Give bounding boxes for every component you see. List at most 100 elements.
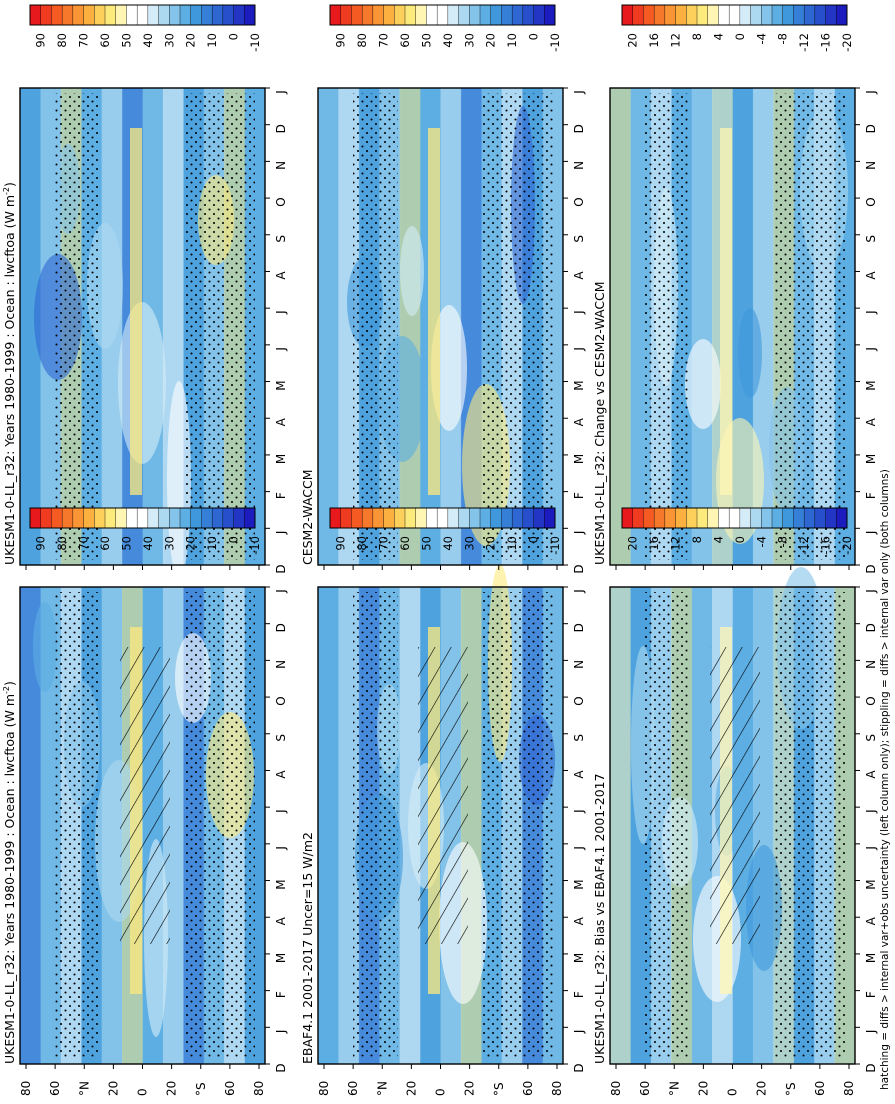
- month-tick-label: D: [864, 623, 878, 632]
- colorbar-swatch: [739, 507, 752, 529]
- colorbar-label: 16: [647, 536, 661, 551]
- colorbar-swatch: [533, 507, 545, 529]
- colorbar-label: 16: [647, 33, 661, 48]
- colorbar-label: -20: [840, 33, 854, 52]
- month-tick-label: J: [274, 1030, 288, 1035]
- colorbar-label: -16: [819, 33, 833, 52]
- contour-region: [685, 339, 721, 429]
- month-tick-label: S: [572, 235, 586, 243]
- month-tick-label: A: [572, 770, 586, 779]
- lat-tick-label: 0: [434, 1088, 448, 1096]
- month-tick-label: O: [274, 696, 288, 705]
- colorbar-swatch: [72, 4, 85, 26]
- colorbar-label: 50: [419, 33, 433, 48]
- colorbar-swatch: [501, 4, 513, 26]
- month-tick-label: F: [274, 492, 288, 499]
- colorbar-swatch: [51, 507, 63, 529]
- colorbar-main: 90 80 70 60 50 40 30 20 10 0 -10: [329, 507, 562, 555]
- lat-tick-label: 20: [696, 1081, 710, 1096]
- colorbar-label: -8: [776, 33, 790, 44]
- colorbar-frame: [29, 4, 256, 26]
- colorbar-swatch: [653, 507, 666, 529]
- colorbar-swatch: [222, 507, 235, 529]
- colorbar-label: 40: [441, 33, 455, 48]
- colorbar-label: 30: [462, 33, 476, 48]
- colorbar-swatch: [351, 507, 363, 529]
- colorbar-swatch: [728, 4, 741, 26]
- colorbar-label: -8: [776, 536, 790, 547]
- lat-tick-label: 60: [48, 1081, 62, 1096]
- colorbar-label: -20: [840, 536, 854, 555]
- lat-tick-label: 60: [346, 1081, 360, 1096]
- lat-band: [610, 587, 631, 1064]
- colorbar-swatch: [653, 4, 666, 26]
- colorbar-swatch: [201, 507, 213, 529]
- colorbar-swatch: [664, 4, 677, 26]
- colorbar-swatch: [479, 507, 492, 529]
- colorbar-label: 0: [733, 33, 747, 40]
- colorbar-label: 80: [355, 536, 369, 551]
- colorbar-swatch: [340, 4, 352, 26]
- lat-band: [610, 88, 631, 565]
- footnote: hatching = diffs > internal var+obs unce…: [879, 469, 891, 1090]
- colorbar-label: 4: [711, 33, 725, 40]
- lat-tick-label: 0: [136, 1088, 150, 1096]
- colorbar-swatch: [782, 507, 794, 529]
- colorbar-swatch: [458, 507, 470, 529]
- colorbar-swatch: [94, 507, 106, 529]
- month-tick-label: D: [864, 124, 878, 133]
- colorbar-swatch: [404, 507, 417, 529]
- colorbar-label: 0: [227, 536, 241, 543]
- lat-tick-label: 80: [19, 1081, 33, 1096]
- month-tick-label: J: [572, 310, 586, 315]
- month-tick-label: M: [572, 879, 586, 889]
- colorbar-swatch: [761, 507, 773, 529]
- colorbar-swatch: [372, 507, 385, 529]
- lat-tick-label: °N: [77, 1081, 91, 1096]
- month-tick-label: O: [274, 197, 288, 206]
- colorbar-swatch: [426, 4, 438, 26]
- month-tick-label: O: [864, 197, 878, 206]
- colorbar-swatch: [803, 507, 816, 529]
- colorbar-swatch: [544, 507, 556, 529]
- colorbar-swatch: [104, 507, 117, 529]
- colorbar-swatch: [479, 4, 492, 26]
- colorbar-swatch: [61, 4, 74, 26]
- colorbar-swatch: [664, 507, 677, 529]
- colorbar-swatch: [761, 4, 773, 26]
- colorbar-swatch: [511, 4, 524, 26]
- colorbar-swatch: [415, 507, 427, 529]
- month-tick-label: J: [572, 531, 586, 536]
- month-tick-label: S: [864, 734, 878, 742]
- hatching: [120, 647, 170, 944]
- panel-title: CESM2-WACCM: [300, 469, 315, 565]
- colorbar-label: -12: [797, 536, 811, 555]
- colorbar-frame: [621, 507, 848, 529]
- colorbar-swatch: [40, 507, 52, 529]
- month-tick-label: O: [864, 696, 878, 705]
- colorbar-swatch: [351, 4, 363, 26]
- colorbar-swatch: [201, 4, 213, 26]
- colorbar-swatch: [136, 4, 149, 26]
- colorbar-swatch: [643, 507, 655, 529]
- colorbar-swatch: [793, 507, 805, 529]
- stippling-north: [353, 93, 398, 560]
- month-tick-label: J: [572, 589, 586, 594]
- colorbar-label: 70: [77, 33, 91, 48]
- colorbar-swatch: [675, 507, 687, 529]
- colorbar-label: -4: [754, 33, 768, 44]
- colorbar-swatch: [383, 507, 395, 529]
- colorbar-swatch: [115, 4, 127, 26]
- colorbar-label: -16: [819, 536, 833, 555]
- colorbar-swatch: [501, 507, 513, 529]
- colorbar-swatch: [72, 507, 85, 529]
- colorbar-label: 10: [205, 33, 219, 48]
- stippling-south: [483, 592, 553, 1059]
- month-tick-label: F: [864, 991, 878, 998]
- colorbar-swatch: [126, 4, 138, 26]
- colorbar-swatch: [61, 507, 74, 529]
- month-tick-label: J: [572, 1030, 586, 1035]
- colorbar-swatch: [190, 4, 202, 26]
- month-tick-label: J: [572, 809, 586, 814]
